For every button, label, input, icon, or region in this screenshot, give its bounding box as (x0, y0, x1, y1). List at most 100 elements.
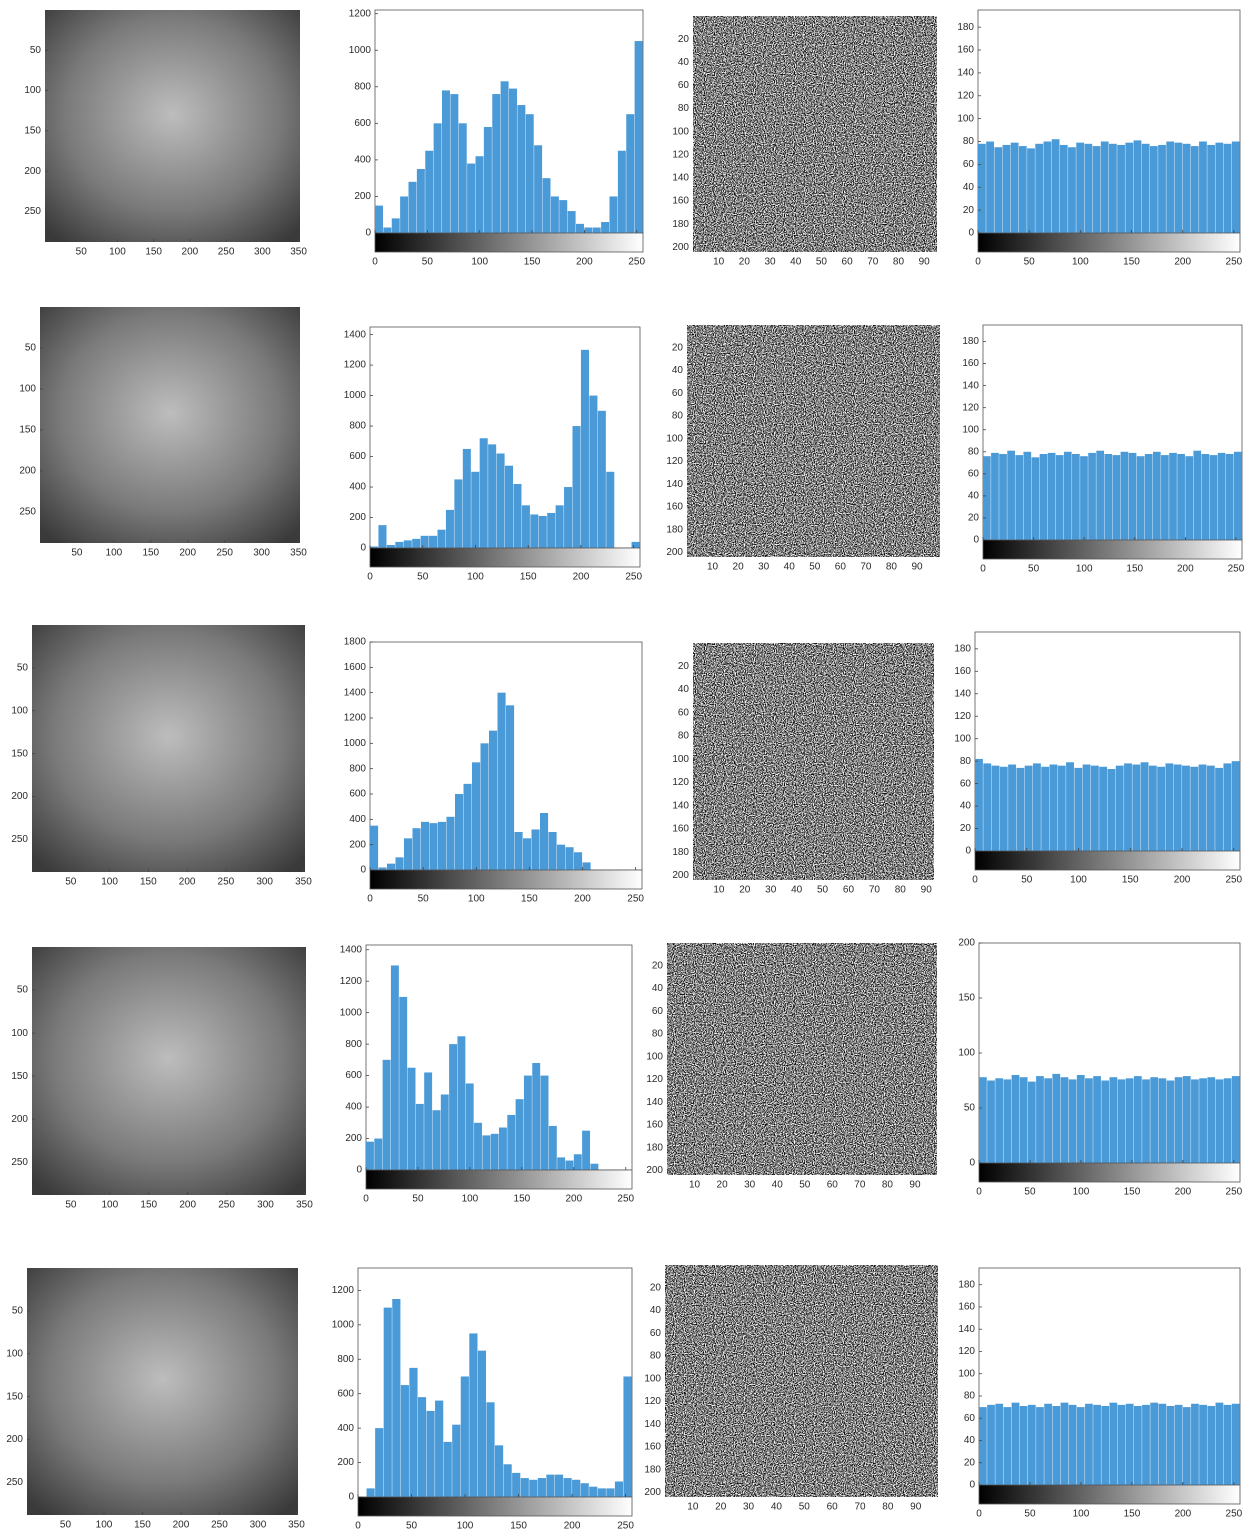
y-tick-label: 200 (24, 166, 41, 177)
y-tick-label: 60 (968, 468, 980, 479)
histogram-bar (1165, 763, 1173, 851)
histogram-bar (1141, 762, 1149, 851)
histogram-bar (1084, 144, 1092, 233)
x-tick-label: 40 (771, 1502, 783, 1513)
x-tick-label: 200 (173, 1520, 190, 1531)
histogram-bar (1003, 1407, 1011, 1485)
histogram-bar (466, 1083, 474, 1170)
y-tick-label: 180 (672, 847, 689, 858)
y-tick-label: 40 (672, 365, 684, 376)
x-tick-label: 150 (134, 1520, 151, 1531)
histogram-bar (509, 89, 517, 233)
histogram-bar (1121, 452, 1129, 540)
histogram-bar (425, 151, 433, 233)
histogram-bar (1223, 763, 1231, 851)
image-panel (687, 325, 940, 557)
histogram-bar (1011, 143, 1019, 233)
histogram-bar (983, 456, 991, 540)
y-tick-label: 0 (360, 865, 366, 876)
histogram-bar (442, 90, 450, 233)
y-tick-label: 150 (11, 1071, 28, 1082)
colorbar (366, 1170, 632, 1189)
y-tick-label: 40 (650, 1305, 662, 1316)
histogram-bar (1028, 1082, 1036, 1163)
histogram-bar (994, 147, 1002, 233)
histogram-bar (1215, 143, 1223, 233)
histogram-bar (497, 454, 505, 548)
y-tick-label: 200 (11, 1114, 28, 1125)
histogram-bar (1218, 453, 1226, 540)
y-tick-label: 120 (672, 149, 689, 160)
histogram-bar (461, 1376, 469, 1497)
histogram-bar (1207, 766, 1215, 851)
x-tick-label: 100 (1070, 875, 1087, 886)
histogram-bar (532, 1063, 540, 1170)
histogram-bar (1099, 767, 1107, 851)
y-tick-label: 40 (963, 182, 975, 193)
y-tick-label: 400 (337, 1423, 354, 1434)
y-tick-label: 60 (964, 1413, 976, 1424)
histogram-bar (1215, 768, 1223, 851)
histogram-bar (978, 144, 986, 233)
histogram-bar (1167, 1406, 1175, 1485)
y-tick-label: 800 (337, 1354, 354, 1365)
histogram-bar (1126, 1078, 1134, 1163)
histogram-bar (370, 826, 378, 870)
histogram-bar (488, 444, 496, 548)
y-tick-label: 1000 (340, 1007, 363, 1018)
histogram-bar (1028, 1405, 1036, 1485)
histogram-bar (582, 1131, 590, 1170)
histogram-bar (1175, 143, 1183, 233)
histogram-bar (384, 1308, 392, 1497)
colorbar (978, 233, 1240, 252)
x-tick-label: 250 (211, 1520, 228, 1531)
histogram-bar (632, 542, 640, 548)
histogram-bar (1027, 148, 1035, 233)
y-tick-label: 80 (650, 1351, 662, 1362)
x-tick-label: 40 (784, 562, 796, 573)
y-tick-label: 150 (958, 993, 975, 1004)
histogram-bar (521, 1478, 529, 1497)
encrypted-image (693, 643, 934, 880)
x-tick-label: 50 (1024, 257, 1036, 268)
histogram-bar (387, 545, 395, 548)
histogram-bar (975, 759, 983, 851)
x-tick-label: 50 (799, 1502, 811, 1513)
histogram-bar (1207, 1077, 1215, 1163)
x-tick-label: 0 (363, 1194, 369, 1205)
histogram-bar (417, 169, 425, 233)
y-tick-label: 200 (666, 547, 683, 558)
histogram-bar (1050, 765, 1058, 851)
y-tick-label: 100 (957, 113, 974, 124)
y-tick-label: 50 (964, 1103, 976, 1114)
y-tick-label: 1400 (344, 687, 367, 698)
histogram-bar (601, 222, 609, 233)
histogram-bar (987, 1081, 995, 1164)
x-tick-label: 200 (179, 877, 196, 888)
y-tick-label: 400 (345, 1102, 362, 1113)
y-tick-label: 140 (672, 800, 689, 811)
histogram-bar (1191, 146, 1199, 233)
histogram-bar (1044, 1404, 1052, 1485)
histogram-bar (499, 1128, 507, 1170)
y-tick-label: 0 (973, 535, 979, 546)
x-tick-label: 200 (1175, 1187, 1192, 1198)
histogram-bar (1058, 766, 1066, 851)
histogram-bar (543, 178, 551, 233)
x-tick-label: 80 (886, 562, 898, 573)
histogram-bar (1032, 457, 1040, 540)
histogram-bar (1216, 1403, 1224, 1485)
histogram-bar (507, 1115, 515, 1170)
y-tick-label: 200 (6, 1434, 23, 1445)
x-tick-label: 250 (1226, 1509, 1243, 1520)
y-tick-label: 180 (954, 643, 971, 654)
x-tick-label: 200 (1174, 257, 1191, 268)
histogram-bar (1199, 142, 1207, 233)
y-tick-label: 200 (19, 466, 36, 477)
encrypted-image (687, 325, 940, 557)
histogram-bar (1169, 453, 1177, 540)
x-tick-label: 50 (817, 885, 829, 896)
histogram-bar (438, 822, 446, 870)
histogram-bar (491, 1134, 499, 1170)
histogram-bar (574, 852, 582, 870)
